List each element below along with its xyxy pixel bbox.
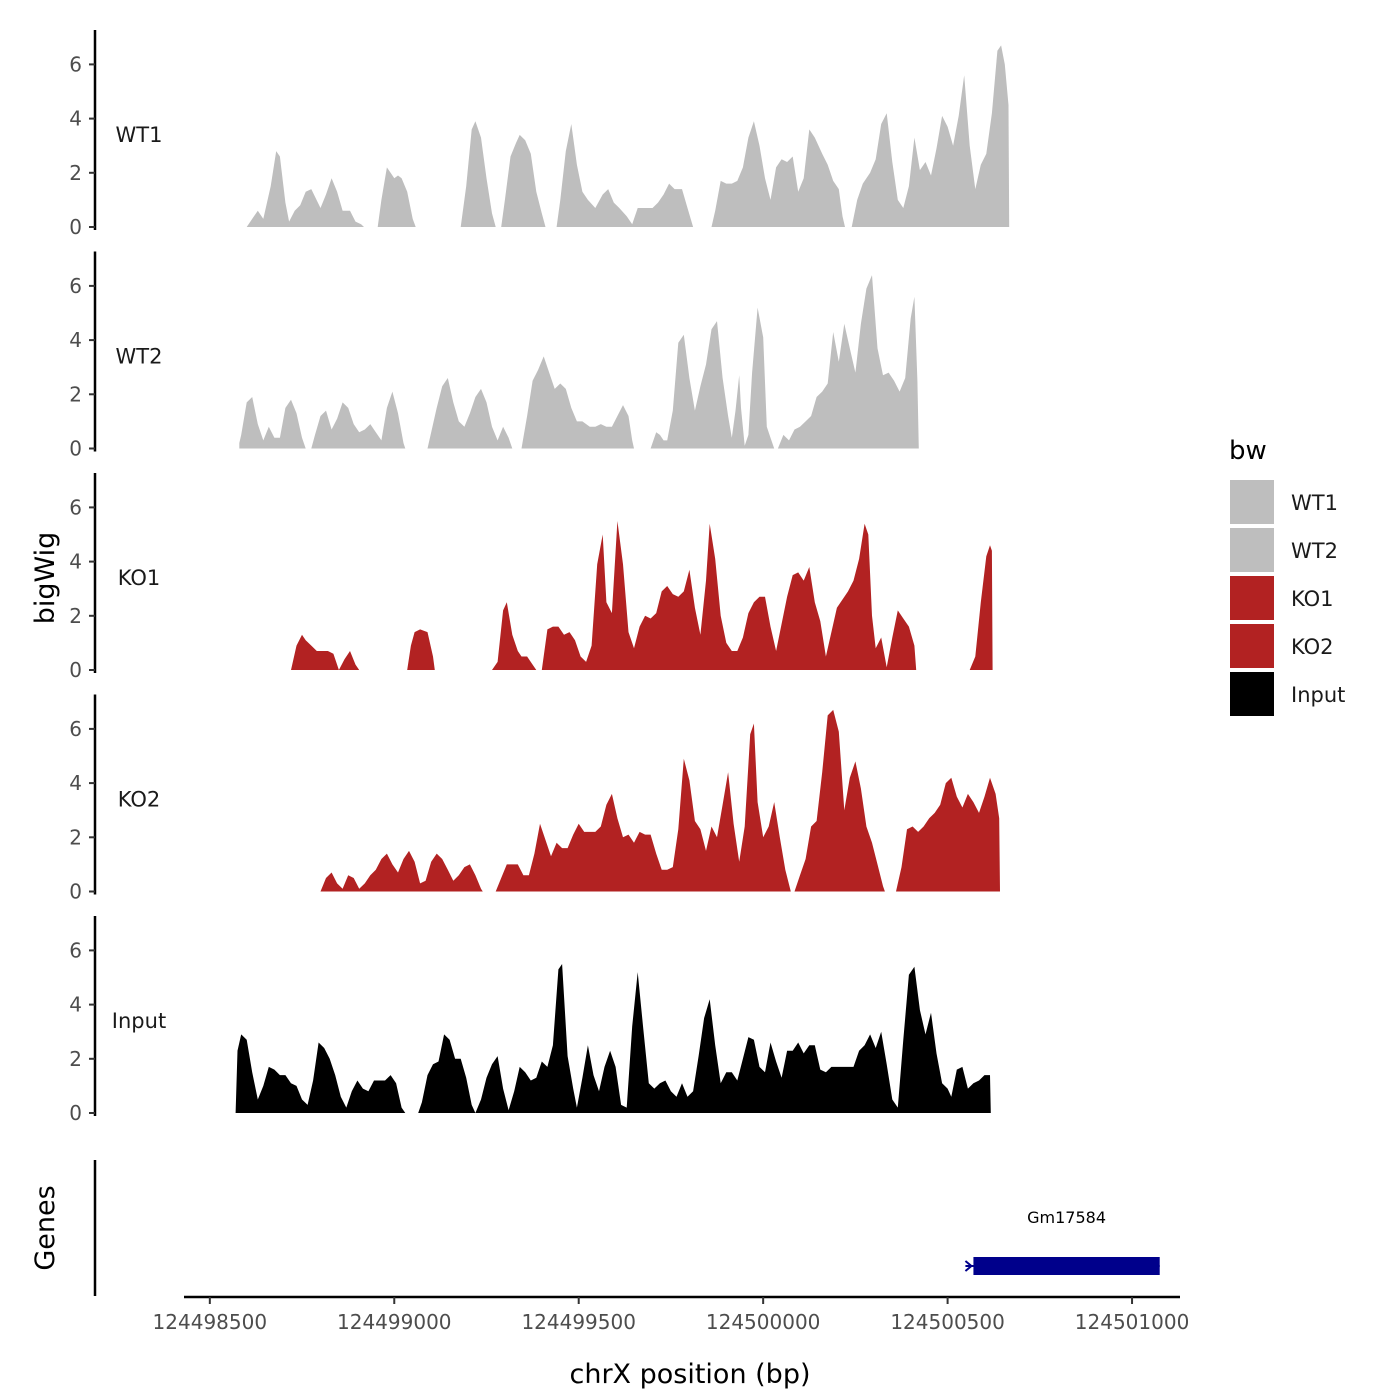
x-axis: 124498500 124499000 124499500 124500000 1245…: [153, 1295, 1190, 1334]
legend-label: WT2: [1291, 539, 1338, 563]
gene-gm17584: Gm17584: [964, 1208, 1160, 1275]
gene-label: Gm17584: [1027, 1208, 1106, 1227]
coverage-area-wt1: [246, 45, 1010, 228]
y-tick-label: 4: [69, 550, 82, 574]
legend-item-wt2: WT2: [1230, 528, 1338, 572]
x-tick-label: 124499000: [337, 1310, 452, 1334]
y-tick-label: 2: [69, 1047, 82, 1071]
legend-label: KO2: [1291, 635, 1334, 659]
y-axis-title: bigWig: [30, 532, 61, 625]
legend-item-ko2: KO2: [1230, 624, 1334, 668]
track-wt1: 0 2 4 6 WT1: [69, 30, 1010, 239]
legend-label: KO1: [1291, 587, 1334, 611]
y-tick-label: 4: [69, 328, 82, 352]
x-tick-label: 124500000: [706, 1310, 821, 1334]
x-tick-label: 124498500: [153, 1310, 268, 1334]
track-wt2: 0 2 4 6 WT2: [69, 251, 919, 461]
coverage-area-input: [235, 964, 991, 1113]
track-input: 0 2 4 6 Input: [69, 916, 991, 1125]
legend-swatch: [1230, 576, 1274, 620]
legend-item-wt1: WT1: [1230, 480, 1338, 524]
track-ko1: 0 2 4 6 KO1: [69, 473, 993, 682]
y-tick-label: 0: [69, 1101, 82, 1125]
y-tick-label: 2: [69, 604, 82, 628]
y-tick-label: 6: [69, 495, 82, 519]
y-tick-label: 6: [69, 52, 82, 76]
coverage-area-wt2: [239, 275, 919, 449]
x-tick-label: 124499500: [521, 1310, 636, 1334]
y-tick-label: 2: [69, 382, 82, 406]
y-tick-label: 4: [69, 107, 82, 131]
genes-panel: Gm17584: [93, 1160, 1160, 1296]
track-label-wt2: WT2: [116, 345, 163, 369]
legend-title: bw: [1229, 436, 1267, 466]
gene-strand-arrow: [964, 1260, 973, 1272]
y-tick-label: 0: [69, 880, 82, 904]
legend-item-input: Input: [1230, 672, 1345, 716]
track-label-wt1: WT1: [116, 123, 163, 147]
track-label-ko1: KO1: [118, 566, 161, 590]
legend-swatch: [1230, 624, 1274, 668]
y-tick-label: 4: [69, 771, 82, 795]
legend-swatch: [1230, 528, 1274, 572]
legend-item-ko1: KO1: [1230, 576, 1334, 620]
track-label-input: Input: [112, 1009, 166, 1033]
y-tick-label: 6: [69, 717, 82, 741]
y-tick-label: 0: [69, 215, 82, 239]
x-tick-label: 124500500: [890, 1310, 1005, 1334]
coverage-area-ko1: [291, 521, 993, 670]
coverage-area-ko2: [320, 709, 1000, 892]
legend: bw WT1 WT2 KO1 KO2 Input: [1229, 436, 1345, 716]
y-tick-label: 6: [69, 274, 82, 298]
legend-label: Input: [1291, 683, 1345, 707]
y-tick-label: 0: [69, 437, 82, 461]
x-tick-label: 124501000: [1075, 1310, 1190, 1334]
y-tick-label: 6: [69, 938, 82, 962]
genes-axis-title: Genes: [30, 1185, 61, 1270]
gene-exon: [973, 1257, 1160, 1275]
legend-swatch: [1230, 480, 1274, 524]
track-label-ko2: KO2: [118, 788, 161, 812]
legend-label: WT1: [1291, 491, 1338, 515]
x-axis-title: chrX position (bp): [569, 1359, 810, 1390]
coverage-tracks: 0 2 4 6 WT1 0 2 4 6 WT2 0 2 4 6 KO1 0 2 4 6 KO2 0 2 4 6 Input: [69, 30, 1010, 1125]
y-tick-label: 4: [69, 993, 82, 1017]
y-tick-label: 2: [69, 161, 82, 185]
y-tick-label: 0: [69, 658, 82, 682]
legend-swatch: [1230, 672, 1274, 716]
y-tick-label: 2: [69, 825, 82, 849]
track-ko2: 0 2 4 6 KO2: [69, 694, 1000, 904]
